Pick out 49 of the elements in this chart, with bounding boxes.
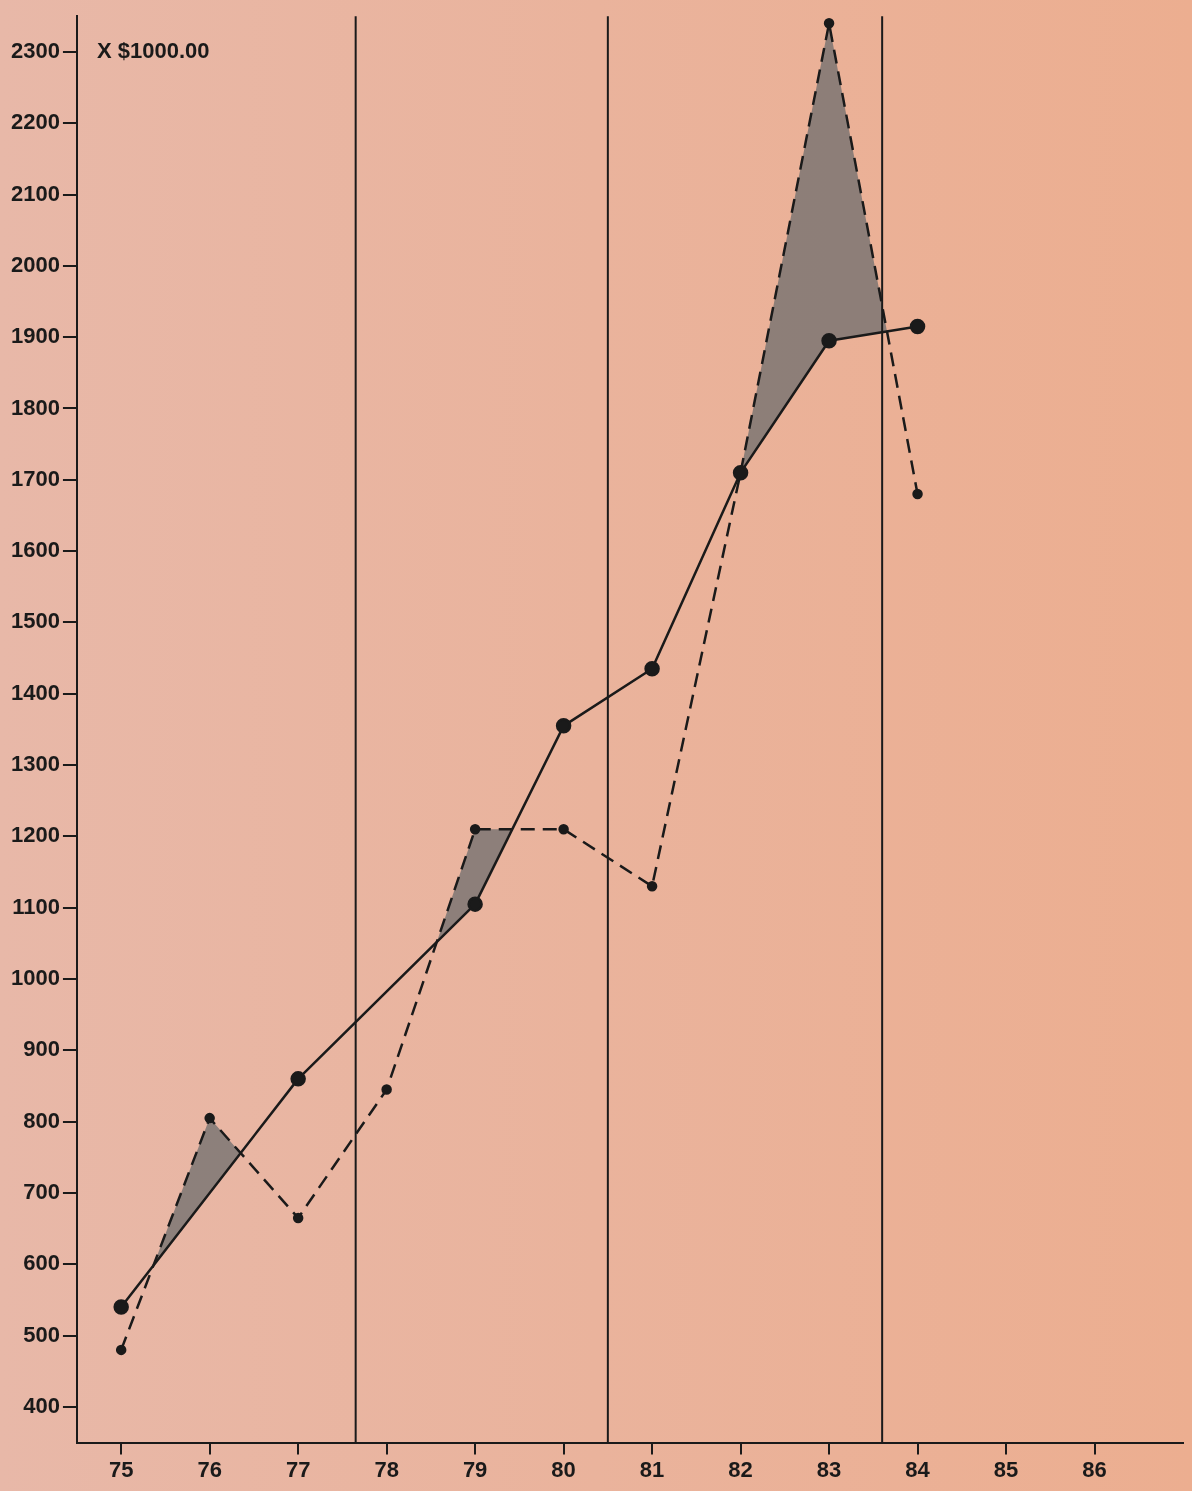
- point: [115, 1344, 127, 1356]
- x-tick-label: 77: [285, 1456, 311, 1482]
- y-tick-label: 1200: [10, 822, 60, 848]
- y-tick-label: 2200: [10, 109, 60, 135]
- x-tick-label: 82: [728, 1456, 753, 1482]
- y-tick-label: 900: [23, 1036, 60, 1062]
- y-tick-label: 1600: [10, 537, 60, 563]
- point: [644, 661, 660, 677]
- point: [381, 1084, 392, 1095]
- x-tick-label: 76: [197, 1456, 222, 1482]
- point: [909, 318, 926, 335]
- x-tick-label: 83: [816, 1456, 842, 1482]
- annotation: X $1000.00: [96, 37, 210, 63]
- y-tick-label: 1400: [10, 679, 60, 705]
- y-tick-label: 400: [23, 1393, 60, 1418]
- point: [555, 718, 572, 734]
- y-tick-label: 600: [23, 1250, 60, 1276]
- y-tick-label: 1900: [10, 323, 60, 349]
- y-tick-label: 1700: [10, 465, 60, 491]
- x-tick-label: 80: [551, 1456, 576, 1482]
- y-tick-label: 1000: [10, 965, 60, 991]
- point: [821, 332, 837, 349]
- point: [113, 1299, 129, 1315]
- y-tick-label: 2300: [10, 37, 60, 63]
- x-tick-label: 75: [108, 1456, 134, 1482]
- point: [469, 824, 481, 835]
- x-tick-label: 85: [993, 1456, 1019, 1482]
- point: [204, 1112, 215, 1124]
- x-tick-label: 79: [462, 1456, 488, 1482]
- y-tick-label: 500: [23, 1321, 60, 1347]
- point: [912, 488, 923, 500]
- point: [558, 824, 569, 835]
- point: [292, 1212, 304, 1224]
- x-tick-label: 78: [374, 1456, 399, 1482]
- y-tick-label: 700: [23, 1179, 60, 1205]
- y-tick-label: 1100: [12, 893, 60, 919]
- point: [823, 18, 835, 29]
- y-tick-label: 1300: [10, 751, 60, 777]
- y-tick-label: 800: [23, 1107, 60, 1133]
- y-tick-label: 2100: [10, 180, 60, 206]
- point: [646, 881, 658, 892]
- x-tick-label: 84: [905, 1456, 931, 1482]
- x-tick-label: 86: [1082, 1456, 1107, 1482]
- y-tick-label: 2000: [10, 251, 60, 277]
- y-tick-label: 1500: [10, 608, 60, 634]
- point: [290, 1071, 306, 1087]
- y-tick-label: 1800: [10, 394, 60, 420]
- point: [467, 896, 483, 912]
- x-tick-label: 81: [639, 1456, 665, 1482]
